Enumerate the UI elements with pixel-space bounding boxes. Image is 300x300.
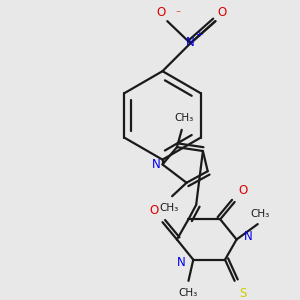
Text: N: N [177,256,186,269]
Text: CH₃: CH₃ [179,288,198,298]
Text: CH₃: CH₃ [250,209,269,219]
Text: N: N [152,158,160,171]
Text: +: + [195,30,203,39]
Text: CH₃: CH₃ [174,113,193,123]
Text: ⁻: ⁻ [175,9,180,19]
Text: N: N [244,230,253,243]
Text: O: O [149,204,159,218]
Text: S: S [239,286,247,300]
Text: N: N [186,36,195,49]
Text: O: O [156,6,165,19]
Text: O: O [217,6,226,19]
Text: CH₃: CH₃ [160,203,179,213]
Text: O: O [238,184,248,197]
